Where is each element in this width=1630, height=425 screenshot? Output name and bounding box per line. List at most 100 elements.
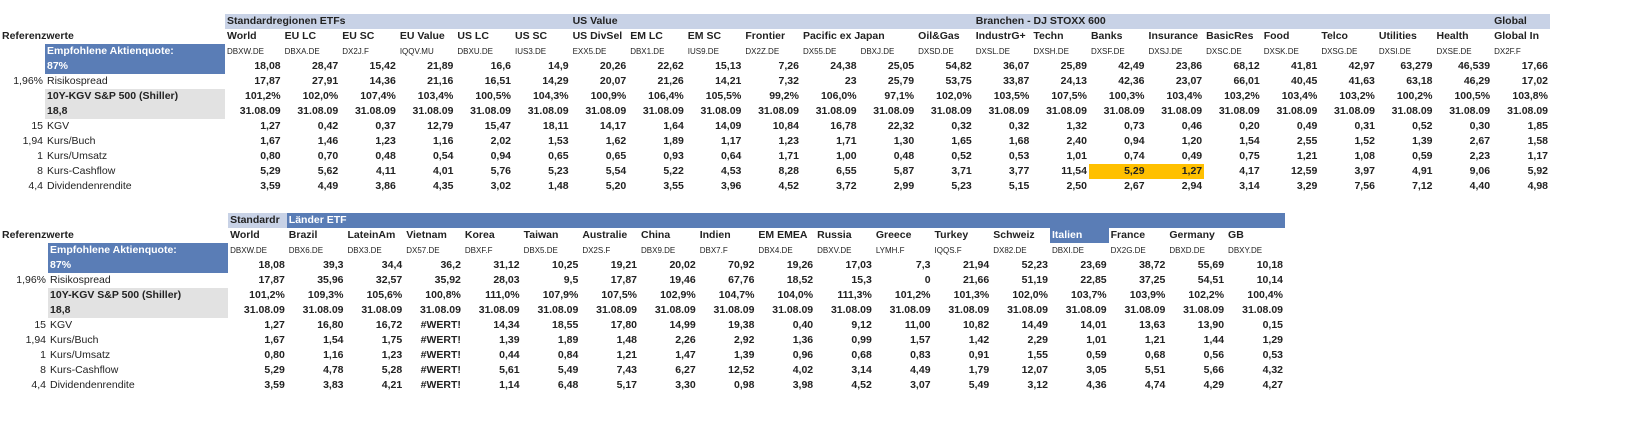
cell-value: 25,05 [887, 60, 915, 72]
cell-value: 28,47 [311, 60, 339, 72]
row-label: 87% [48, 258, 229, 273]
cell-value: 1,23 [778, 135, 799, 147]
cell-value: 0,73 [1124, 120, 1145, 132]
cell-value: 2,26 [675, 334, 696, 346]
row-label: Risikospread [50, 274, 111, 286]
cell-value: 4,35 [432, 180, 454, 192]
cell-value: 4,11 [375, 165, 396, 177]
cell-value: #WERT! [420, 379, 461, 391]
ticker: DBX5.DE [523, 246, 558, 255]
row-label: 87% [45, 59, 226, 74]
cell-value: 102,2% [1188, 289, 1225, 301]
ticker: DBXF.F [464, 246, 493, 255]
column-header: US LC [457, 30, 489, 42]
cell-value: 4,01 [432, 165, 454, 177]
cell-value: 17,80 [610, 319, 638, 331]
column-header: IndustrG+ [975, 30, 1026, 42]
cell-value: 3,14 [1239, 180, 1260, 192]
empty-cell [1088, 14, 1147, 29]
ticker: IQQS.F [934, 246, 962, 255]
empty-cell [1204, 14, 1262, 29]
ticker: LYMH.F [875, 246, 905, 255]
cell-value: 16,51 [484, 75, 511, 87]
row-label: 10Y-KGV S&P 500 (Shiller) [45, 89, 226, 104]
cell-value: 0,42 [317, 120, 339, 132]
cell-value: 1,21 [1144, 334, 1166, 346]
column-header: EM EMEA [758, 229, 808, 241]
cell-value: 14,9 [548, 60, 569, 72]
ticker: DBXU.DE [457, 47, 493, 56]
cell-value: 18,52 [786, 274, 814, 286]
cell-value: 107,5% [601, 289, 638, 301]
cell-value: 12,79 [427, 120, 454, 132]
cell-value: 0,68 [851, 349, 872, 361]
cell-value: 23,07 [1175, 75, 1203, 87]
sheet-row: 1 Kurs/Umsatz 0,80 0,70 0,48 0,54 0,94 0,65 0,65… [0, 149, 1550, 164]
cell-value: 1,08 [1354, 150, 1375, 162]
cell-value: #WERT! [420, 319, 461, 331]
cell-value: 4,36 [1086, 379, 1107, 391]
empty-cell [815, 213, 874, 228]
cell-value: 0,74 [1124, 150, 1145, 162]
cell-value: 5,54 [605, 165, 627, 177]
cell-value: 5,51 [1144, 364, 1166, 376]
empty-cell [345, 213, 405, 228]
cell-value: 12,59 [1291, 165, 1318, 177]
column-header: EM SC [687, 30, 722, 42]
cell-value: 99,2% [769, 90, 799, 102]
cell-value: 4,98 [1527, 180, 1548, 192]
cell-value: 1,65 [951, 135, 972, 147]
empty-cell [513, 14, 571, 29]
cell-value: 2,99 [893, 180, 915, 192]
cell-value: 0,83 [910, 349, 931, 361]
cell-value: 103,5% [993, 90, 1030, 102]
cell-value: 2,94 [1181, 180, 1203, 192]
sheet-row: Referenzwerte World Brazil LateinAm Vietnam K… [0, 228, 1285, 243]
cell-value: 3,97 [1354, 165, 1375, 177]
cell-value: 101,2% [894, 289, 931, 301]
cell-value: 21,89 [427, 60, 454, 72]
cell-value: 1,30 [893, 135, 915, 147]
cell-value: 3,02 [490, 180, 511, 192]
reference-value: 8 [37, 165, 43, 177]
cell-value: 14,49 [1021, 319, 1048, 331]
cell-value: 1,36 [792, 334, 814, 346]
column-header: US SC [515, 30, 548, 42]
cell-value: 5,22 [663, 165, 684, 177]
cell-value: 14,09 [715, 120, 742, 132]
cell-value: 5,29 [1088, 164, 1147, 179]
cell-value: 31.08.09 [1507, 105, 1548, 117]
empty-cell [462, 213, 522, 228]
cell-value: 19,21 [610, 259, 638, 271]
cell-value: 15,3 [851, 274, 872, 286]
empty-cell [873, 213, 933, 228]
cell-value: 0,80 [260, 150, 281, 162]
empty-cell [48, 228, 228, 243]
column-header: GB [1228, 229, 1244, 241]
cell-value: 3,83 [323, 379, 344, 391]
cell-value: 0,15 [1262, 319, 1283, 331]
cell-value: 1,17 [1527, 150, 1548, 162]
cell-value: 20,26 [599, 60, 627, 72]
sheet-row: 10Y-KGV S&P 500 (Shiller) 101,2% 109,3% 105… [0, 288, 1285, 303]
cell-value: 31.08.09 [527, 105, 569, 117]
column-header: Pacific ex Japan [802, 30, 885, 42]
cell-value: 4,74 [1144, 379, 1166, 391]
cell-value: 17,03 [845, 259, 872, 271]
sheet-row: Standardregionen ETFs US Value Branchen - … [0, 14, 1550, 29]
cell-value: 10,18 [1256, 259, 1283, 271]
cell-value: 15,47 [484, 120, 511, 132]
cell-value: 1,54 [1239, 135, 1260, 147]
ticker: DBX7.F [699, 246, 728, 255]
cell-value: 2,55 [1296, 135, 1318, 147]
reference-value: 1 [37, 150, 43, 162]
cell-value: 6,27 [675, 364, 696, 376]
ticker: DX2Z.DE [745, 47, 780, 56]
cell-value: 102,9% [660, 289, 696, 301]
cell-value: 18,55 [552, 319, 579, 331]
cell-value: 31.08.09 [815, 105, 857, 117]
cell-value: 1,32 [1066, 120, 1087, 132]
cell-value: 3,12 [1027, 379, 1048, 391]
cell-value: 107,4% [360, 90, 396, 102]
cell-value: 103,9% [1129, 289, 1166, 301]
